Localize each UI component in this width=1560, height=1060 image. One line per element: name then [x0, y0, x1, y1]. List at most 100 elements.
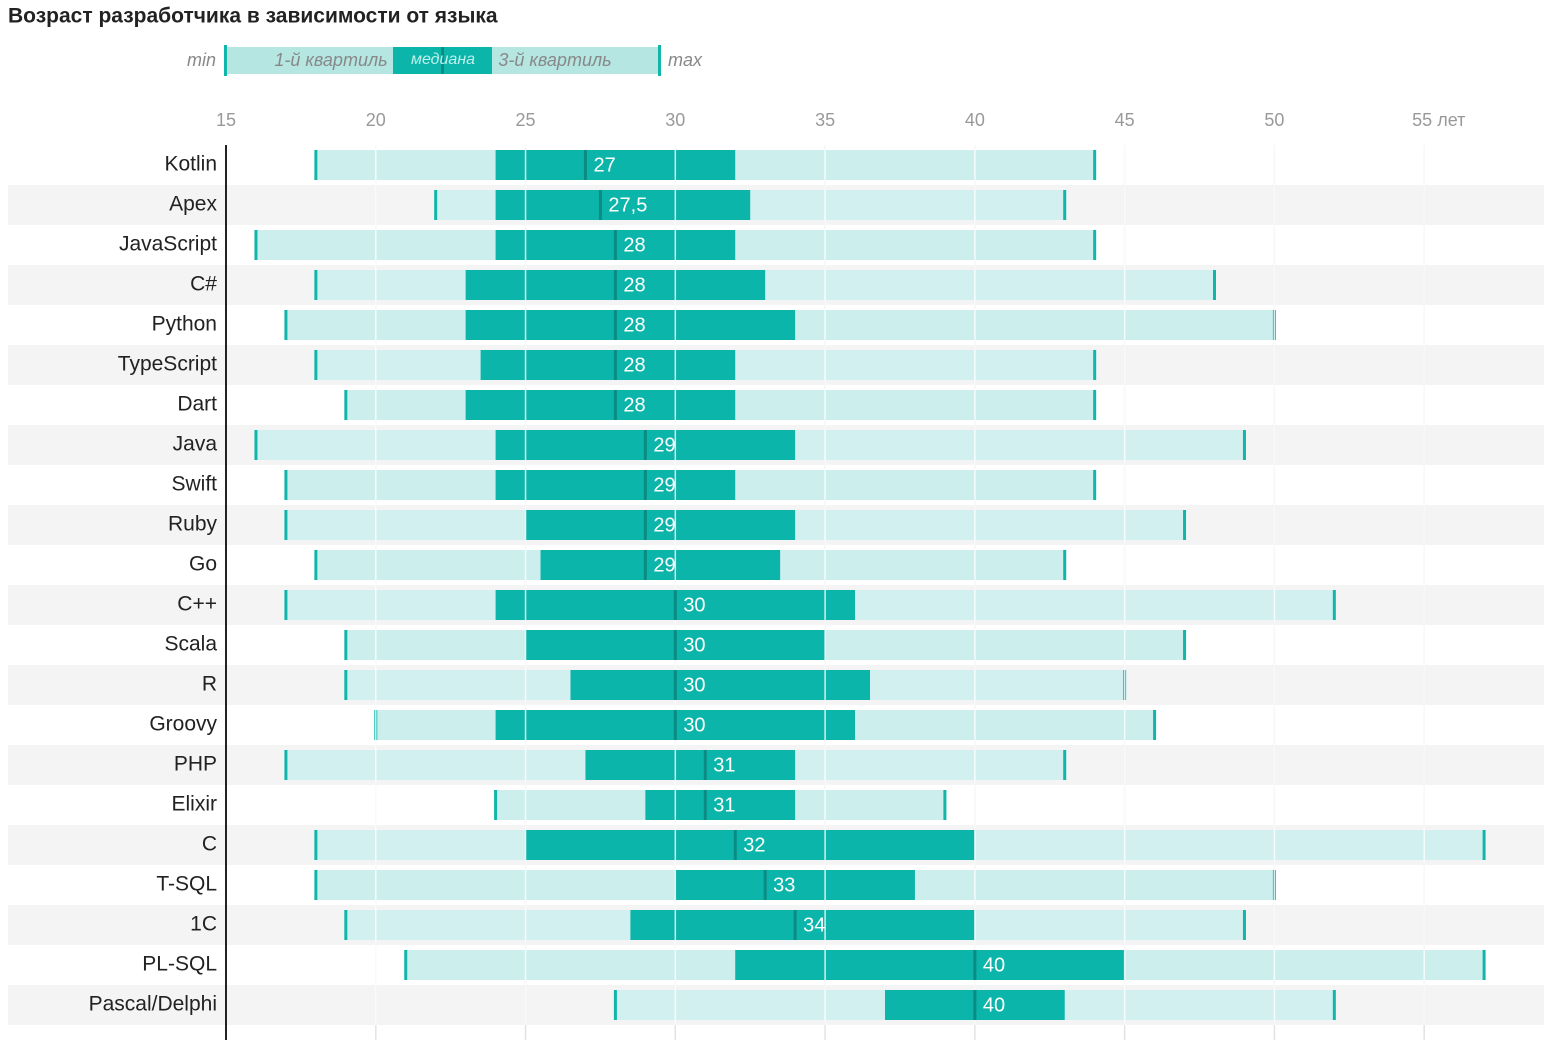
- min-tick: [494, 790, 498, 820]
- min-tick: [314, 830, 318, 860]
- category-label: Go: [189, 553, 217, 576]
- median-label: 32: [743, 834, 765, 856]
- legend-label: 1-й квартиль: [274, 50, 387, 70]
- median-line: [613, 230, 617, 260]
- legend-min: [224, 45, 227, 76]
- iqr-bar: [495, 190, 751, 220]
- median-line: [673, 630, 677, 660]
- iqr-bar: [735, 950, 1125, 980]
- median-label: 28: [623, 394, 645, 416]
- median-label: 27: [593, 154, 615, 176]
- median-line: [643, 510, 647, 540]
- max-tick: [1213, 270, 1216, 300]
- max-tick: [1482, 830, 1486, 860]
- max-tick: [1063, 750, 1067, 780]
- iqr-bar: [525, 510, 796, 540]
- legend-label: min: [187, 50, 216, 70]
- median-line: [973, 950, 977, 980]
- median-line: [673, 590, 677, 620]
- max-tick: [1063, 550, 1067, 580]
- x-tick-label: 30: [665, 110, 685, 130]
- median-label: 30: [683, 674, 705, 696]
- median-label: 28: [623, 234, 645, 256]
- chart-title: Возраст разработчика в зависимости от яз…: [8, 5, 498, 28]
- max-tick: [1093, 470, 1097, 500]
- median-line: [793, 910, 797, 940]
- legend-label: медиана: [411, 51, 475, 68]
- median-label: 40: [983, 954, 1005, 976]
- median-label: 34: [803, 914, 825, 936]
- legend: min 1-й квартиль медиана 3-й квартиль ma…: [187, 45, 703, 76]
- median-line: [643, 430, 647, 460]
- median-line: [643, 470, 647, 500]
- legend-median: [441, 47, 444, 74]
- max-tick: [1242, 430, 1246, 460]
- median-label: 29: [653, 514, 675, 536]
- median-label: 30: [683, 594, 705, 616]
- range-bar: [315, 270, 1215, 300]
- category-label: C: [202, 833, 217, 856]
- min-tick: [314, 350, 318, 380]
- iqr-bar: [525, 830, 975, 860]
- median-line: [613, 350, 617, 380]
- iqr-bar: [465, 390, 736, 420]
- legend-label: 3-й квартиль: [498, 50, 611, 70]
- median-label: 28: [623, 354, 645, 376]
- median-label: 28: [623, 314, 645, 336]
- max-tick: [1482, 950, 1486, 980]
- category-label: Ruby: [168, 513, 218, 536]
- median-line: [643, 550, 647, 580]
- min-tick: [613, 990, 617, 1020]
- x-tick-label: 15: [216, 110, 236, 130]
- category-label: Python: [152, 313, 217, 336]
- min-tick: [434, 190, 438, 220]
- x-tick-label: 45: [1115, 110, 1135, 130]
- median-label: 31: [713, 794, 735, 816]
- category-label: Kotlin: [164, 153, 217, 176]
- x-tick-label: 55 лет: [1412, 110, 1465, 130]
- category-label: PL-SQL: [142, 953, 217, 976]
- category-label: R: [202, 673, 217, 696]
- x-tick-label: 20: [366, 110, 386, 130]
- median-label: 29: [653, 554, 675, 576]
- min-tick: [344, 390, 348, 420]
- median-label: 30: [683, 634, 705, 656]
- x-tick-label: 40: [965, 110, 985, 130]
- min-tick: [344, 910, 348, 940]
- max-tick: [1093, 230, 1097, 260]
- category-label: Pascal/Delphi: [89, 993, 217, 1016]
- max-tick: [1332, 590, 1336, 620]
- max-tick: [1063, 190, 1067, 220]
- iqr-bar: [495, 470, 736, 500]
- iqr-bar: [630, 910, 975, 940]
- max-tick: [943, 790, 947, 820]
- max-tick: [1093, 350, 1097, 380]
- category-label: Swift: [171, 473, 217, 496]
- median-line: [673, 670, 677, 700]
- median-line: [703, 790, 707, 820]
- category-label: Groovy: [149, 713, 217, 736]
- min-tick: [314, 150, 318, 180]
- median-line: [598, 190, 602, 220]
- legend-max: [658, 45, 661, 76]
- median-line: [583, 150, 587, 180]
- median-label: 30: [683, 714, 705, 736]
- iqr-bar: [645, 790, 796, 820]
- max-tick: [1183, 630, 1187, 660]
- min-tick: [284, 310, 288, 340]
- median-line: [973, 990, 977, 1020]
- median-line: [613, 270, 617, 300]
- min-tick: [284, 590, 288, 620]
- iqr-bar: [585, 750, 796, 780]
- legend-label: max: [668, 50, 703, 70]
- category-label: Java: [173, 433, 218, 456]
- median-line: [613, 310, 617, 340]
- median-label: 31: [713, 754, 735, 776]
- category-label: 1C: [190, 913, 217, 936]
- min-tick: [344, 630, 348, 660]
- category-label: JavaScript: [119, 233, 217, 256]
- max-tick: [1093, 150, 1097, 180]
- category-label: Dart: [177, 393, 217, 416]
- median-line: [673, 710, 677, 740]
